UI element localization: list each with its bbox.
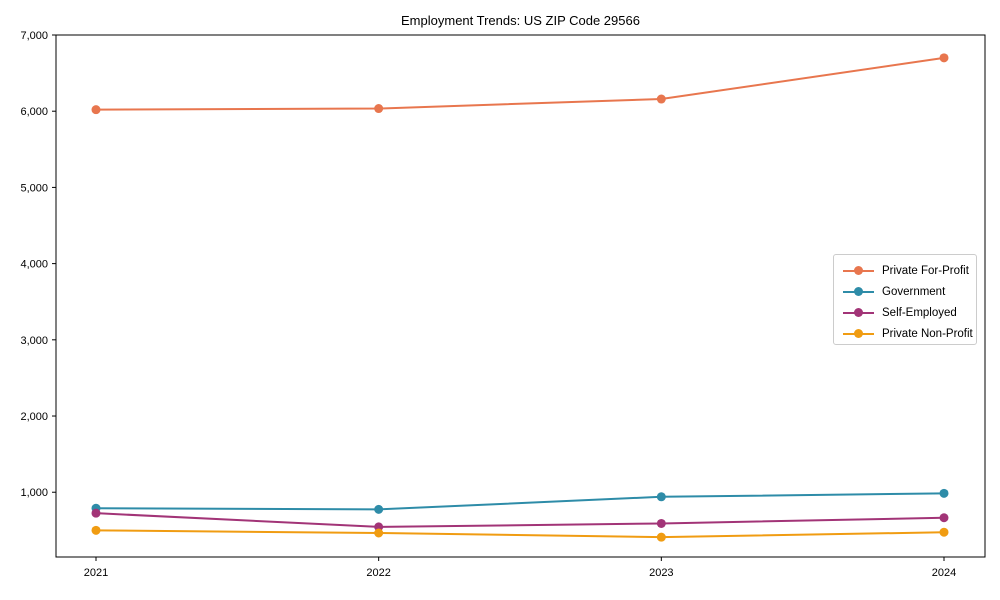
legend-item-self-employed: Self-Employed <box>843 302 976 323</box>
legend-swatch-icon <box>843 307 874 318</box>
series-marker-private-for-profit <box>656 94 666 104</box>
series-marker-private-for-profit <box>939 53 949 63</box>
legend-swatch-icon <box>843 286 874 297</box>
y-axis-tick-label: 2,000 <box>20 411 48 423</box>
series-marker-self-employed <box>656 518 666 528</box>
legend-item-private-non-profit: Private Non-Profit <box>843 323 976 344</box>
series-marker-private-non-profit <box>939 527 949 537</box>
legend: Private For-Profit Government Self-Emplo… <box>833 254 977 345</box>
y-axis-tick-label: 4,000 <box>20 259 48 271</box>
legend-label: Government <box>882 285 946 298</box>
x-axis-tick-label: 2024 <box>932 567 956 579</box>
series-marker-private-non-profit <box>374 528 384 538</box>
y-axis-tick-label: 5,000 <box>20 182 48 194</box>
y-axis-tick-label: 7,000 <box>20 30 48 42</box>
series-marker-self-employed <box>91 508 101 518</box>
series-line-self-employed <box>95 512 945 528</box>
series-marker-government <box>939 488 949 498</box>
legend-swatch-icon <box>843 265 874 276</box>
series-marker-private-non-profit <box>656 532 666 542</box>
legend-label: Private For-Profit <box>882 264 969 277</box>
series-marker-private-for-profit <box>374 104 384 114</box>
x-axis-tick-label: 2023 <box>649 567 673 579</box>
series-marker-self-employed <box>939 513 949 523</box>
x-axis-tick-label: 2021 <box>84 567 108 579</box>
legend-item-private-for-profit: Private For-Profit <box>843 260 976 281</box>
y-axis-tick-label: 6,000 <box>20 106 48 118</box>
series-line-government <box>95 492 945 511</box>
series-marker-government <box>374 504 384 514</box>
legend-label: Private Non-Profit <box>882 327 973 340</box>
series-line-private-for-profit <box>95 56 945 111</box>
chart-title: Employment Trends: US ZIP Code 29566 <box>401 13 640 28</box>
legend-item-government: Government <box>843 281 976 302</box>
series-marker-private-non-profit <box>91 525 101 535</box>
plot-border <box>55 34 986 558</box>
legend-swatch-icon <box>843 328 874 339</box>
series-line-private-non-profit <box>95 529 945 539</box>
series-marker-government <box>656 492 666 502</box>
legend-label: Self-Employed <box>882 306 957 319</box>
x-axis-tick-label: 2022 <box>366 567 390 579</box>
series-marker-private-for-profit <box>91 105 101 115</box>
y-axis-tick-label: 1,000 <box>20 487 48 499</box>
y-axis-tick-label: 3,000 <box>20 335 48 347</box>
